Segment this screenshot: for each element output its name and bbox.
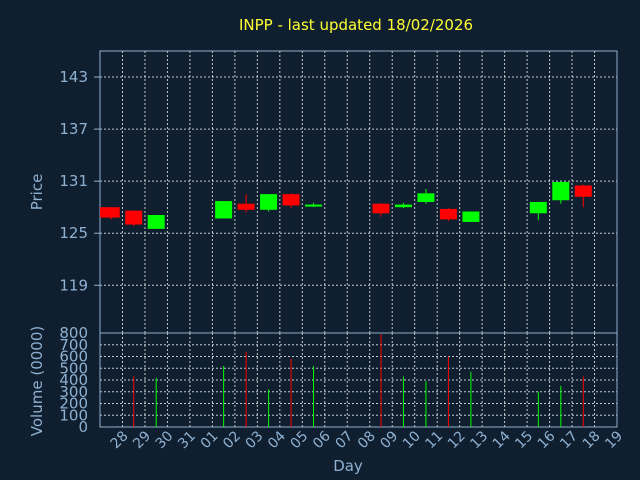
price-axis-label: Price	[28, 174, 46, 211]
price-tick-label: 131	[59, 172, 88, 190]
x-tick-label: 11	[422, 428, 446, 452]
x-tick-label: 19	[602, 428, 626, 452]
candle-body	[282, 194, 300, 206]
x-axis-label: Day	[333, 457, 363, 475]
candle-body	[529, 201, 547, 214]
x-tick-label: 07	[332, 428, 356, 452]
price-tick-label: 125	[59, 224, 88, 242]
candle-body	[574, 185, 592, 197]
candle-body	[147, 214, 165, 229]
x-tick-label: 28	[108, 428, 132, 452]
volume-tick-label: 800	[59, 324, 88, 342]
x-tick-label: 09	[377, 428, 401, 452]
candles-group	[100, 181, 592, 229]
volume-tick-label: 700	[59, 336, 88, 354]
volume-axis-label: Volume (0000)	[28, 326, 46, 436]
volume-tick-label: 500	[59, 359, 88, 377]
price-tick-label: 143	[59, 68, 88, 86]
x-tick-label: 14	[490, 428, 514, 452]
chart-title: INPP - last updated 18/02/2026	[239, 16, 473, 34]
x-tick-label: 02	[220, 428, 244, 452]
volume-tick-label: 0	[78, 418, 88, 436]
volume-tick-label: 300	[59, 383, 88, 401]
candle-body	[237, 203, 255, 210]
candle-body	[305, 204, 323, 207]
volume-tick-label: 600	[59, 348, 88, 366]
x-tick-label: 15	[512, 428, 536, 452]
x-tick-label: 10	[400, 428, 424, 452]
candle-body	[394, 204, 412, 208]
x-tick-label: 01	[198, 428, 222, 452]
candle-body	[372, 203, 390, 214]
volume-panel: 8007006005004003002001000282930310102030…	[59, 324, 626, 452]
x-tick-label: 06	[310, 428, 334, 452]
candle-body	[462, 211, 480, 222]
x-tick-label: 17	[557, 428, 581, 452]
candle-body	[260, 194, 278, 210]
x-tick-label: 04	[265, 428, 289, 452]
candle-body	[417, 193, 435, 202]
price-tick-label: 119	[59, 276, 88, 294]
x-tick-label: 18	[580, 428, 604, 452]
volume-tick-label: 400	[59, 371, 88, 389]
volume-plot-border	[99, 332, 618, 428]
x-tick-label: 08	[355, 428, 379, 452]
x-tick-label: 30	[153, 428, 177, 452]
x-tick-label: 16	[535, 428, 559, 452]
x-tick-label: 05	[288, 428, 312, 452]
candle-body	[215, 201, 233, 219]
x-tick-label: 13	[467, 428, 491, 452]
x-tick-label: 29	[130, 428, 154, 452]
x-tick-label: 12	[445, 428, 469, 452]
x-tick-label: 31	[175, 428, 199, 452]
price-panel: 143 137 131 125 119	[59, 50, 618, 334]
price-plot-border	[99, 50, 618, 334]
candle-body	[439, 208, 457, 220]
x-tick-label: 03	[243, 428, 267, 452]
volume-tick-label: 200	[59, 395, 88, 413]
candle-body	[552, 182, 570, 201]
price-tick-label: 137	[59, 120, 88, 138]
volume-tick-label: 100	[59, 406, 88, 424]
candle-body	[125, 210, 143, 225]
candle-body	[100, 207, 120, 218]
